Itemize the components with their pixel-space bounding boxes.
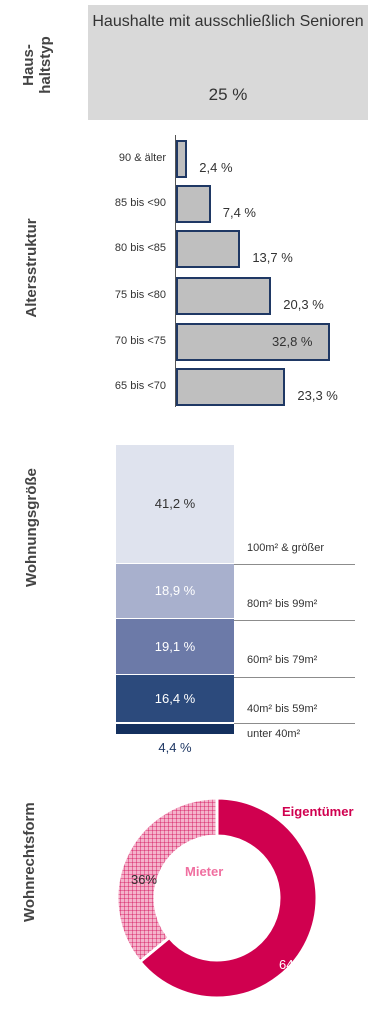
- size-category-label: 40m² bis 59m²: [247, 703, 318, 715]
- size-category-label: unter 40m²: [247, 728, 301, 740]
- age-category-label: 85 bis <90: [114, 197, 166, 209]
- age-value-label: 2,4 %: [199, 160, 233, 175]
- age-bar: [176, 185, 211, 223]
- size-category-label: 60m² bis 79m²: [247, 654, 318, 666]
- age-bar: [176, 230, 241, 268]
- size-category-label: 80m² bis 99m²: [247, 598, 318, 610]
- tenant-slice: [115, 796, 219, 964]
- owner-label: Eigentümer: [282, 804, 354, 819]
- size-segment: [116, 675, 234, 722]
- age-value-label: 13,7 %: [252, 250, 293, 265]
- section-label-haushaltstyp: Haus- haltstyp: [20, 35, 60, 95]
- size-segment: [116, 619, 234, 674]
- age-value-label: 32,8 %: [272, 334, 313, 349]
- owner-value-label: 64%: [279, 957, 305, 972]
- size-category-label: 100m² & größer: [247, 542, 325, 554]
- age-category-label: 70 bis <75: [114, 335, 166, 347]
- age-category-label: 75 bis <80: [114, 289, 166, 301]
- size-value-label: 4,4 %: [158, 740, 192, 755]
- age-value-label: 7,4 %: [222, 205, 256, 220]
- age-category-label: 80 bis <85: [114, 242, 166, 254]
- size-separator-line: [234, 564, 355, 565]
- household-type-title-text: Haushalte mit ausschließlich Senioren: [92, 13, 364, 30]
- size-value-label: 16,4 %: [154, 690, 196, 706]
- size-segment: [116, 564, 234, 618]
- household-type-title: Haushalte mit ausschließlich Senioren: [88, 11, 368, 33]
- household-type-value: 25 %: [208, 85, 248, 104]
- age-value-label: 20,3 %: [283, 297, 324, 312]
- section-label-haushaltstyp-text: Haus- haltstyp: [20, 36, 54, 94]
- age-bar: [176, 368, 286, 406]
- tenure-donut-svg: Eigentümer Mieter 64% 36%: [115, 796, 354, 1000]
- tenant-value-label: 36%: [131, 872, 157, 887]
- age-structure-chart: 90 & älter 2,4 % 85 bis <90 7,4 % 80 bis <85…: [0, 130, 372, 415]
- size-segment: [116, 724, 234, 734]
- household-type-box: Haushalte mit ausschließlich Senioren 25…: [88, 5, 368, 120]
- tenure-chart: Eigentümer Mieter 64% 36%: [0, 770, 372, 1005]
- age-category-label: 90 & älter: [118, 152, 166, 164]
- age-bar: [176, 323, 330, 361]
- age-value-label: 23,3 %: [297, 388, 338, 403]
- owner-slice: [137, 796, 319, 1000]
- age-axis-line: [175, 135, 176, 407]
- age-category-label: 65 bis <70: [114, 380, 166, 392]
- size-separator-line: [234, 677, 355, 678]
- size-separator-line: [234, 620, 355, 621]
- tenant-label: Mieter: [185, 864, 223, 879]
- size-value-label: 18,9 %: [154, 583, 196, 598]
- apartment-size-chart: 41,2 % 100m² & größer 18,9 % 80m² bis 99m² 1…: [0, 440, 372, 770]
- age-bar: [176, 277, 272, 315]
- size-separator-line: [234, 723, 355, 724]
- age-bar: [176, 140, 188, 178]
- size-value-label: 19,1 %: [154, 638, 196, 654]
- size-segment: [116, 445, 234, 563]
- size-value-label: 41,2 %: [154, 496, 196, 511]
